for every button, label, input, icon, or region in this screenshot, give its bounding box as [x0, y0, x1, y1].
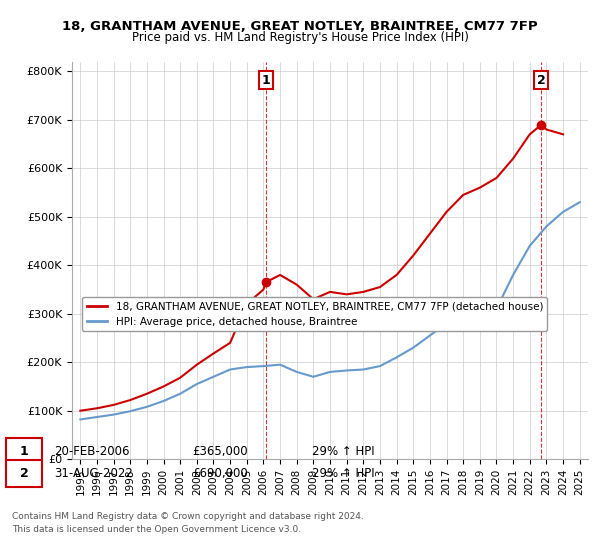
Text: Price paid vs. HM Land Registry's House Price Index (HPI): Price paid vs. HM Land Registry's House … [131, 31, 469, 44]
Text: 31-AUG-2022: 31-AUG-2022 [54, 467, 133, 480]
Text: Contains HM Land Registry data © Crown copyright and database right 2024.: Contains HM Land Registry data © Crown c… [12, 512, 364, 521]
Text: 2: 2 [20, 467, 28, 480]
Text: 2: 2 [536, 73, 545, 87]
Text: 18, GRANTHAM AVENUE, GREAT NOTLEY, BRAINTREE, CM77 7FP: 18, GRANTHAM AVENUE, GREAT NOTLEY, BRAIN… [62, 20, 538, 32]
Legend: 18, GRANTHAM AVENUE, GREAT NOTLEY, BRAINTREE, CM77 7FP (detached house), HPI: Av: 18, GRANTHAM AVENUE, GREAT NOTLEY, BRAIN… [82, 297, 547, 331]
Text: £365,000: £365,000 [192, 445, 248, 458]
Text: 20-FEB-2006: 20-FEB-2006 [54, 445, 130, 458]
Text: This data is licensed under the Open Government Licence v3.0.: This data is licensed under the Open Gov… [12, 525, 301, 534]
Text: 29% ↑ HPI: 29% ↑ HPI [312, 445, 374, 458]
Text: 1: 1 [262, 73, 270, 87]
Text: 29% ↑ HPI: 29% ↑ HPI [312, 467, 374, 480]
Text: £690,000: £690,000 [192, 467, 248, 480]
Text: 1: 1 [20, 445, 28, 458]
